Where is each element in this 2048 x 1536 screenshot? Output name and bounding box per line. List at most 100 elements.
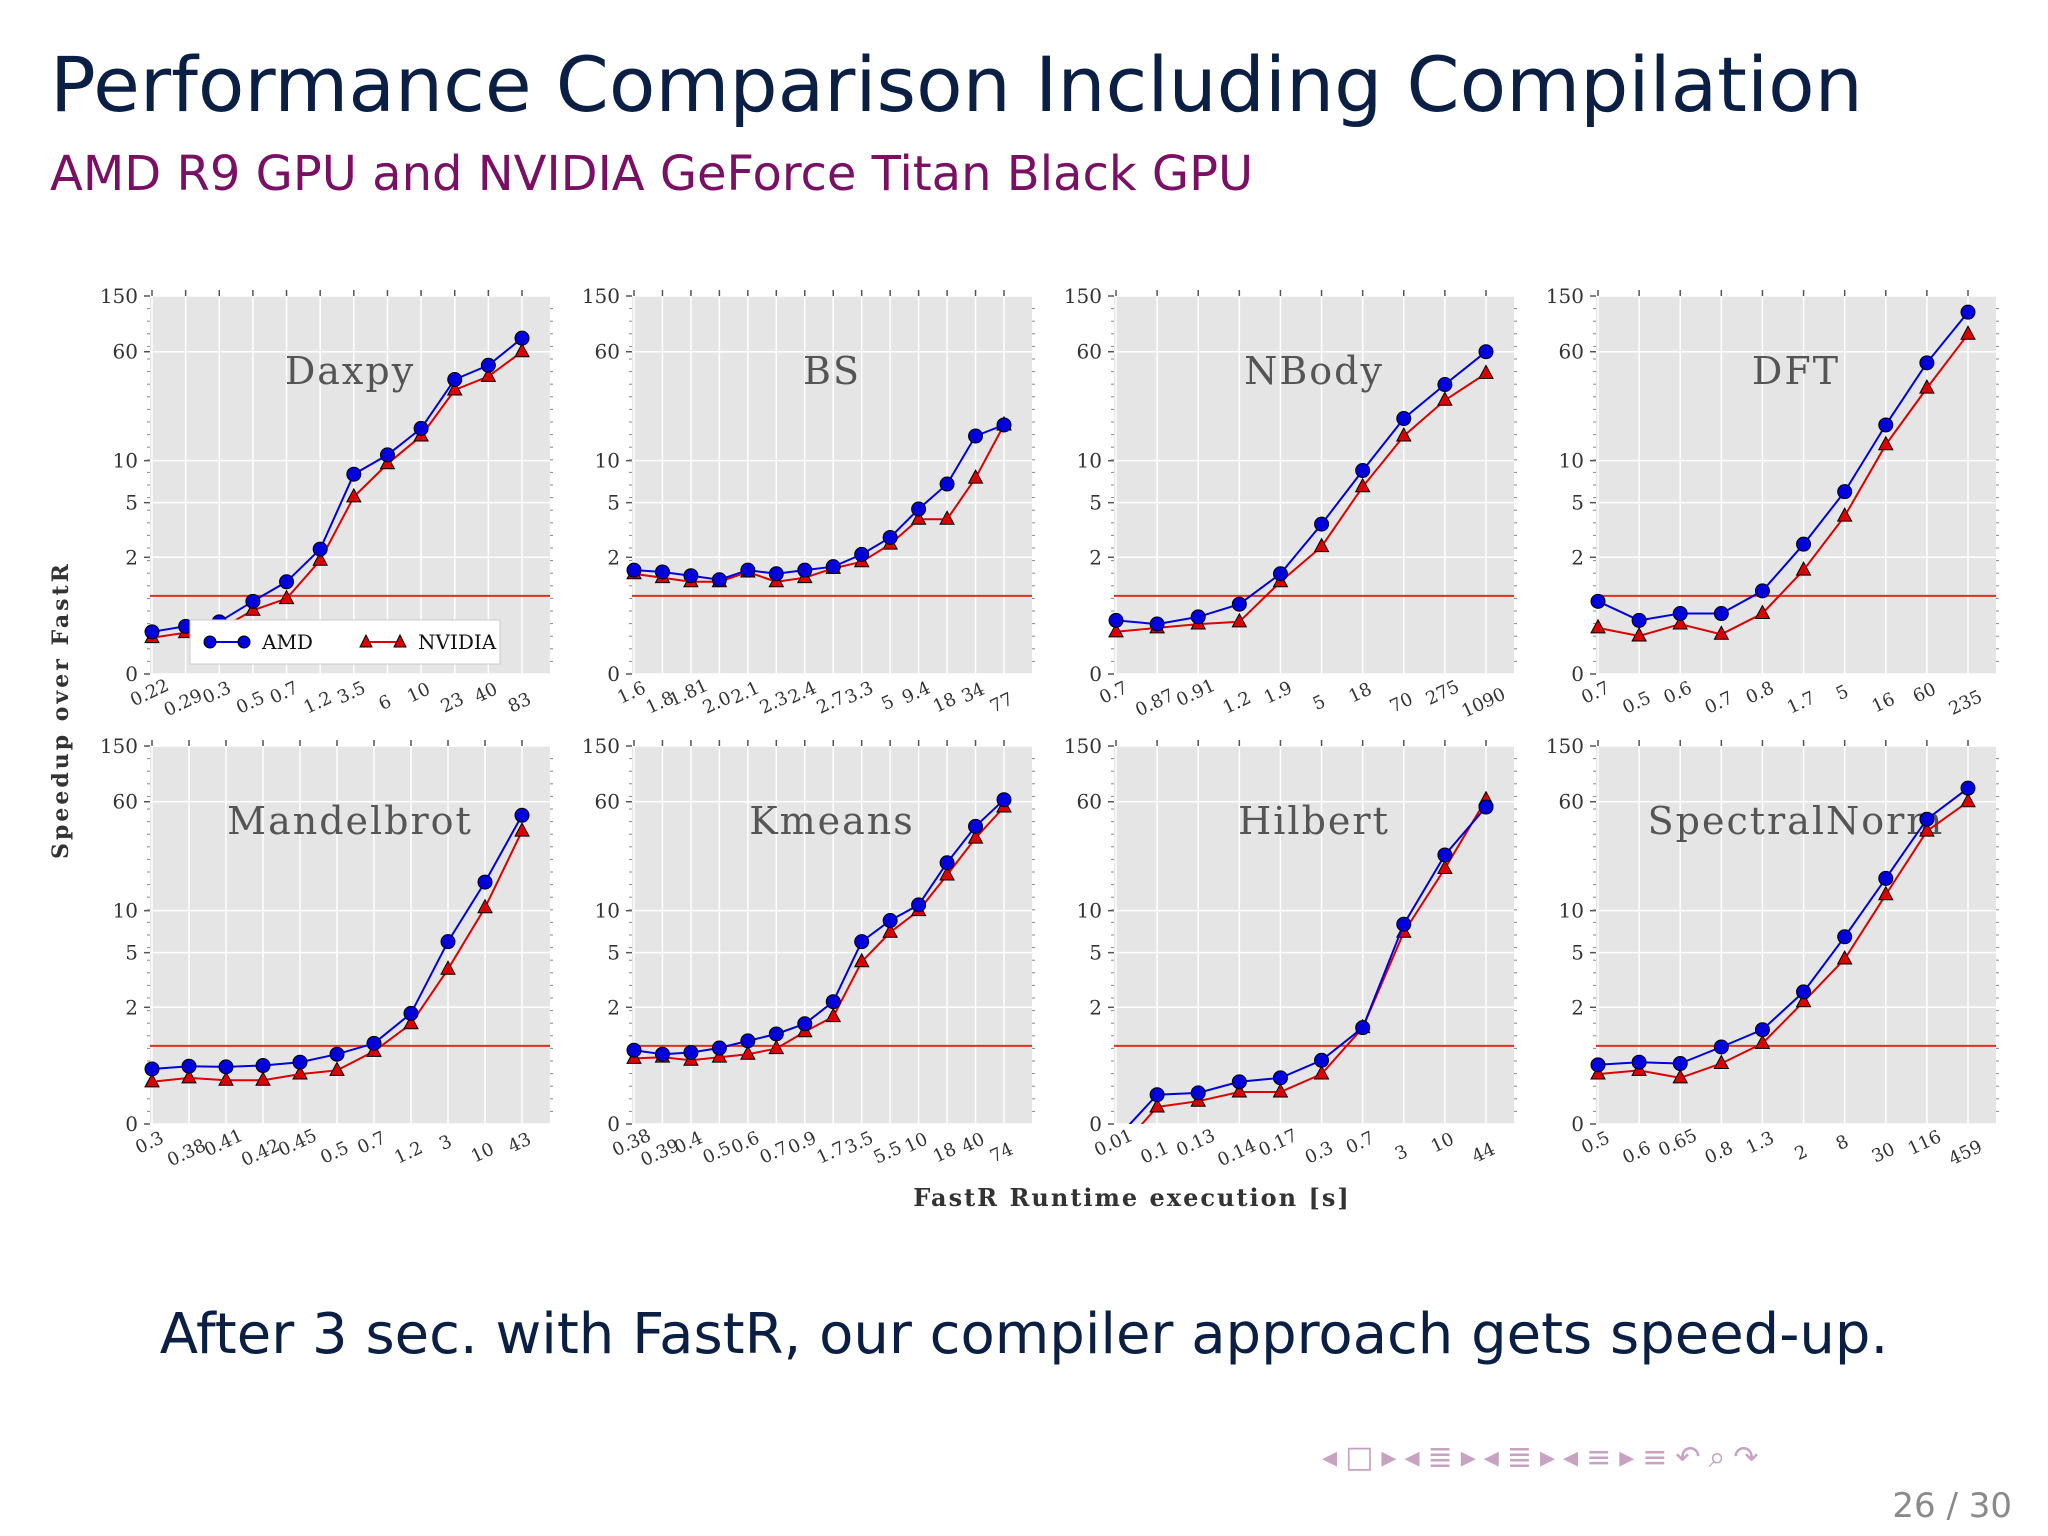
nvidia-point bbox=[825, 1007, 842, 1023]
amd-point bbox=[1355, 1020, 1371, 1036]
nvidia-point bbox=[329, 1061, 345, 1076]
align-icon[interactable]: ≡ bbox=[1586, 1440, 1614, 1475]
amd-point bbox=[1590, 593, 1606, 609]
y-tick-label: 2 bbox=[125, 545, 138, 569]
amd-point bbox=[1796, 536, 1812, 552]
nvidia-point bbox=[278, 589, 295, 605]
x-tick-label: 0.6 bbox=[1660, 677, 1695, 708]
nvidia-point bbox=[1754, 604, 1771, 620]
nav-prev-icon[interactable]: ◂ bbox=[1322, 1440, 1340, 1475]
nvidia-point bbox=[1795, 561, 1812, 576]
y-tick-label: 5 bbox=[125, 941, 138, 965]
amd-point bbox=[1437, 847, 1453, 863]
nvidia-point bbox=[1478, 364, 1494, 379]
x-tick-label: 10 bbox=[468, 1139, 498, 1168]
panel-background bbox=[1114, 296, 1514, 674]
x-tick-label: 0.1 bbox=[1137, 1137, 1172, 1168]
nvidia-point bbox=[1795, 992, 1812, 1008]
amd-point bbox=[1149, 1087, 1165, 1103]
amd-point bbox=[1396, 411, 1412, 427]
y-tick-label: 2 bbox=[1089, 995, 1102, 1019]
align-icon[interactable]: ≡ bbox=[1642, 1440, 1670, 1475]
series-line-nvidia bbox=[633, 806, 1005, 1062]
panel-kmeans: 0251060150Kmeans0.380.390.40.50.60.70.91… bbox=[582, 734, 1035, 1171]
y-tick-label: 2 bbox=[1571, 545, 1584, 569]
legend-marker-nvidia bbox=[359, 633, 373, 648]
panel-background bbox=[632, 746, 1032, 1124]
x-tick-label: 1.2 bbox=[300, 687, 335, 718]
nvidia-point bbox=[711, 1048, 728, 1063]
amd-point bbox=[1149, 616, 1165, 632]
nvidia-point bbox=[967, 829, 984, 844]
x-tick-label: 6 bbox=[376, 691, 395, 715]
nvidia-point bbox=[1836, 949, 1853, 965]
nav-prev-icon[interactable]: ◂ bbox=[1563, 1440, 1581, 1475]
nvidia-point bbox=[1672, 1068, 1689, 1084]
panel-title: DFT bbox=[1752, 349, 1840, 393]
amd-point bbox=[1878, 870, 1894, 886]
panel-background bbox=[1114, 746, 1514, 1124]
amd-point bbox=[939, 855, 955, 871]
amd-point bbox=[768, 1026, 784, 1042]
amd-point bbox=[740, 562, 756, 578]
y-tick-label: 60 bbox=[1077, 790, 1102, 814]
amd-point bbox=[1919, 355, 1935, 371]
y-tick-label: 2 bbox=[125, 995, 138, 1019]
x-tick-label: 18 bbox=[1346, 679, 1376, 708]
y-tick-label: 150 bbox=[1064, 734, 1102, 758]
x-tick-label: 83 bbox=[505, 689, 535, 718]
page-number: 26 / 30 bbox=[1892, 1486, 2012, 1526]
beamer-navigation-bar[interactable]: ◂ □ ▸ ◂ ≣ ▸ ◂ ≣ ▸ ◂ ≡ ▸ ≡ ↶ ⌕ ↷ bbox=[1322, 1440, 1767, 1476]
nav-prev-icon[interactable]: ◂ bbox=[1483, 1440, 1501, 1475]
amd-point bbox=[1190, 609, 1206, 625]
amd-point bbox=[1478, 344, 1494, 360]
x-tick-label: 1.2 bbox=[1220, 687, 1255, 718]
x-tick-label: 1.3 bbox=[1743, 1127, 1778, 1158]
y-tick-label: 0 bbox=[1089, 1112, 1102, 1136]
y-tick-label: 150 bbox=[582, 284, 620, 308]
amd-point bbox=[1231, 596, 1247, 612]
search-icon[interactable]: ⌕ bbox=[1708, 1440, 1728, 1475]
nav-next-icon[interactable]: ▸ bbox=[1460, 1440, 1478, 1475]
redo-icon[interactable]: ↷ bbox=[1733, 1440, 1761, 1475]
x-tick-label: 44 bbox=[1469, 1139, 1499, 1168]
section-icon[interactable]: ≣ bbox=[1506, 1440, 1534, 1475]
nvidia-point bbox=[1672, 614, 1689, 630]
amd-point bbox=[711, 1040, 727, 1056]
nvidia-point bbox=[218, 1071, 234, 1086]
x-tick-label: 8 bbox=[1833, 1131, 1852, 1155]
x-tick-label: 1.9 bbox=[1261, 677, 1296, 708]
amd-point bbox=[279, 574, 295, 590]
amd-point bbox=[740, 1033, 756, 1049]
nav-prev-icon[interactable]: ◂ bbox=[1404, 1440, 1422, 1475]
frame-icon[interactable]: □ bbox=[1345, 1440, 1376, 1475]
amd-point bbox=[329, 1046, 345, 1062]
nvidia-point bbox=[1272, 1082, 1289, 1098]
x-tick-label: 23 bbox=[438, 689, 468, 718]
nav-next-icon[interactable]: ▸ bbox=[1619, 1440, 1637, 1475]
amd-point bbox=[1796, 984, 1812, 1000]
x-tick-label: 3.3 bbox=[842, 677, 877, 708]
x-tick-label: 0.17 bbox=[1256, 1125, 1301, 1161]
panel-title: NBody bbox=[1244, 349, 1384, 393]
series-line-amd bbox=[1115, 350, 1487, 626]
x-tick-label: 30 bbox=[1869, 1139, 1899, 1168]
undo-icon[interactable]: ↶ bbox=[1675, 1440, 1703, 1475]
nvidia-point bbox=[1960, 792, 1976, 808]
x-tick-label: 116 bbox=[1905, 1126, 1945, 1160]
nav-next-icon[interactable]: ▸ bbox=[1539, 1440, 1558, 1475]
amd-point bbox=[825, 994, 841, 1010]
amd-point bbox=[626, 562, 642, 578]
x-tick-label: 0.13 bbox=[1173, 1125, 1218, 1161]
x-tick-label: 0.6 bbox=[1619, 1137, 1654, 1168]
subsection-icon[interactable]: ≣ bbox=[1427, 1440, 1455, 1475]
x-tick-label: 5 bbox=[1833, 681, 1852, 705]
y-tick-label: 10 bbox=[1559, 899, 1584, 923]
y-tick-label: 150 bbox=[1064, 284, 1102, 308]
nvidia-point bbox=[440, 960, 456, 975]
nav-next-icon[interactable]: ▸ bbox=[1381, 1440, 1399, 1475]
series-line-nvidia bbox=[1115, 372, 1487, 633]
y-tick-label: 60 bbox=[1077, 340, 1102, 364]
legend-marker-amd bbox=[237, 635, 251, 649]
